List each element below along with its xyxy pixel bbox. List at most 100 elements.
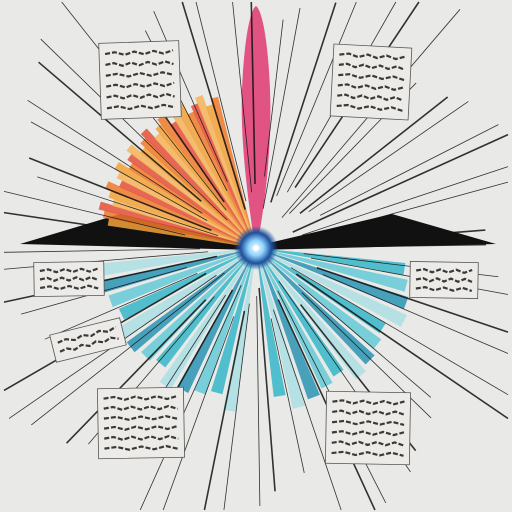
ink-line	[302, 166, 509, 236]
ink-line	[250, 1, 256, 185]
card-lower-left	[49, 317, 127, 363]
ink-line	[270, 2, 337, 203]
cool-ray	[159, 248, 256, 390]
ink-line	[139, 285, 242, 511]
card-text-line	[103, 394, 178, 401]
ink-line	[28, 157, 212, 232]
warm-ray	[126, 144, 256, 248]
ink-line	[308, 101, 469, 212]
ink-line	[290, 267, 509, 396]
card-text-line	[415, 268, 473, 275]
cool-ray	[91, 248, 256, 278]
warm-ray	[190, 103, 256, 248]
ink-line	[181, 1, 246, 210]
ink-line	[295, 273, 509, 420]
ink-line	[319, 229, 486, 244]
warm-ray	[195, 95, 256, 248]
cool-ray-fan	[91, 248, 409, 412]
card-text-line	[415, 286, 473, 293]
card-text-line	[103, 414, 179, 421]
ink-line	[3, 211, 193, 242]
ink-line	[298, 284, 432, 398]
card-text-line	[104, 434, 179, 441]
card-bottom-right	[324, 390, 412, 466]
ink-line	[3, 248, 201, 253]
ink-line	[38, 61, 202, 202]
card-text-line	[57, 325, 117, 344]
cool-ray	[256, 248, 382, 350]
card-frame	[324, 390, 412, 466]
cool-ray	[256, 248, 366, 380]
ink-line	[30, 121, 208, 221]
core-point	[253, 245, 259, 251]
warm-ray	[140, 137, 256, 248]
cool-ray	[141, 248, 256, 361]
card-mid-right	[409, 261, 479, 299]
cool-ray	[256, 248, 344, 377]
card-frame	[98, 40, 182, 120]
ink-line	[276, 1, 357, 197]
card-text-line	[59, 336, 119, 353]
cool-ray	[223, 248, 256, 412]
warm-ray	[127, 153, 256, 248]
cool-ray	[210, 248, 256, 395]
card-text-line	[105, 60, 174, 67]
card-text-line	[338, 62, 406, 71]
card-frame	[96, 386, 186, 460]
warm-ray	[154, 132, 256, 248]
ink-line	[195, 1, 247, 202]
warm-ray	[155, 123, 256, 248]
card-text-line	[337, 83, 405, 92]
warm-ray	[119, 180, 257, 248]
card-text-line	[339, 52, 406, 61]
cool-ray	[156, 248, 256, 368]
warm-ray	[105, 181, 256, 248]
cool-ray	[108, 248, 256, 308]
ink-line	[310, 181, 509, 237]
cool-ray	[99, 248, 257, 294]
warm-ray	[140, 146, 256, 248]
ink-line	[270, 318, 305, 473]
ink-line	[203, 310, 246, 511]
cool-ray	[256, 248, 320, 400]
card-text-line	[103, 424, 179, 431]
ink-line	[232, 1, 253, 193]
card-mid-left	[33, 260, 105, 298]
ink-line	[153, 10, 228, 183]
card-bottom-left	[96, 386, 186, 460]
cool-ray	[256, 248, 286, 397]
ink-line	[256, 295, 261, 506]
ink-line	[37, 176, 219, 237]
cool-ray	[126, 248, 256, 353]
card-text-line	[331, 419, 405, 427]
cool-ray	[176, 248, 256, 393]
ink-line	[27, 99, 203, 214]
ink-line	[264, 19, 284, 177]
cool-ray	[256, 248, 408, 292]
ink-line	[316, 267, 509, 333]
cool-ray	[256, 248, 375, 365]
warm-ray	[128, 162, 256, 248]
card-text-line	[331, 440, 405, 447]
warm-ray-fan	[98, 95, 257, 249]
ink-line	[3, 190, 186, 236]
ink-line	[258, 287, 276, 492]
warm-ray	[114, 161, 256, 248]
card-top-left	[98, 40, 182, 120]
card-text-line	[106, 81, 175, 89]
card-text-line	[39, 267, 99, 274]
card-text-line	[39, 275, 99, 282]
ink-line	[162, 316, 235, 511]
card-frame	[49, 317, 127, 363]
warm-ray	[116, 171, 256, 248]
warm-ray	[175, 103, 256, 248]
card-text-line	[337, 93, 404, 102]
ink-line	[40, 38, 228, 221]
card-top-right	[329, 43, 413, 121]
card-text-line	[39, 284, 99, 291]
ink-line	[272, 309, 342, 511]
ink-line	[44, 273, 198, 340]
card-text-line	[332, 409, 405, 416]
